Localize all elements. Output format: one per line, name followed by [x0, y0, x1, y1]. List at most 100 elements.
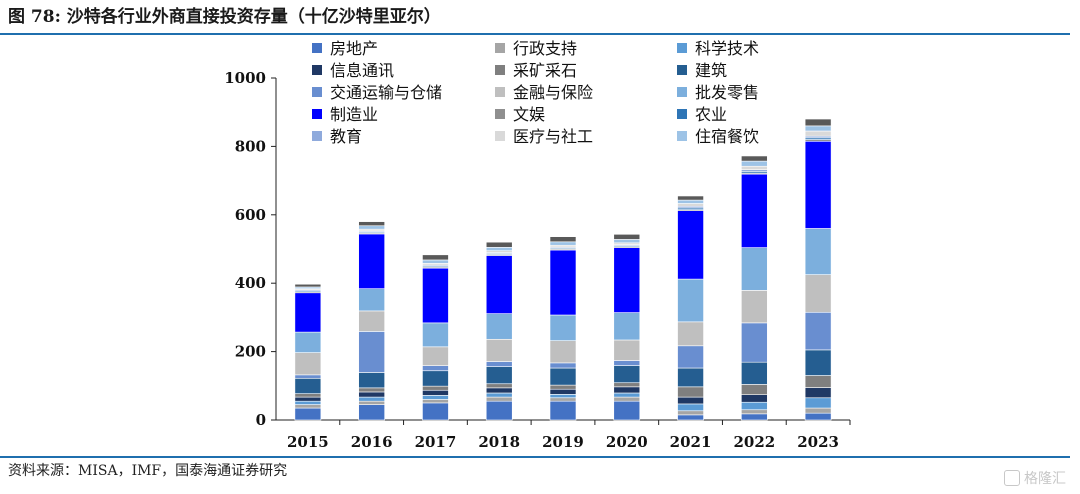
footer-divider	[0, 456, 1070, 458]
bar-segment-2019-5	[549, 367, 577, 386]
bar-segment-2022-2	[741, 401, 768, 411]
x-tick-label: 2016	[351, 433, 393, 451]
page-title: 图 78: 沙特各行业外商直接投资存量（十亿沙特里亚尔）	[8, 7, 441, 27]
bar-segment-2020-3	[613, 386, 641, 394]
bar-segment-2022-8	[741, 247, 768, 291]
bar-segment-2022-7	[741, 290, 768, 324]
legend-label: 建筑	[695, 61, 727, 80]
bar-segment-2016-15	[358, 221, 385, 227]
bar-segment-2021-7	[677, 321, 704, 347]
watermark: 格隆汇	[1004, 468, 1066, 488]
bar-segment-2016-7	[358, 310, 385, 332]
bar-segment-2022-9	[741, 173, 768, 248]
bar-segment-2020-5	[613, 365, 641, 384]
bar-segment-2021-5	[677, 367, 704, 388]
bar-segment-2015-15	[294, 283, 322, 288]
bar-segment-2019-14	[549, 241, 577, 246]
y-tick-label: 1000	[224, 69, 266, 87]
bar-segment-2017-6	[422, 365, 449, 372]
legend-label: 行政支持	[513, 39, 577, 58]
bar-segment-2016-14	[358, 225, 385, 230]
legend-label: 科学技术	[695, 39, 759, 58]
bar-segment-2023-9	[804, 140, 832, 229]
bar-segment-2023-2	[804, 397, 832, 409]
legend-swatch	[495, 65, 505, 75]
bar-segment-2019-9	[549, 249, 577, 316]
bar-segment-2017-7	[422, 346, 449, 366]
legend-swatch	[312, 109, 322, 119]
bar-segment-2023-13	[804, 130, 832, 137]
legend-swatch	[495, 87, 505, 97]
bar-segment-2018-0	[485, 400, 513, 421]
bar-segment-2018-2	[485, 392, 513, 398]
bar-segment-2022-15	[741, 155, 768, 162]
bar-segment-2019-8	[549, 314, 577, 341]
bar-segment-2020-8	[613, 312, 641, 341]
bar-segment-2016-5	[358, 372, 385, 389]
bar-segment-2019-2	[549, 394, 577, 399]
bar-segment-2023-5	[804, 349, 832, 376]
bar-segment-2017-8	[422, 322, 449, 348]
bar-segment-2021-3	[677, 396, 704, 405]
bar-segment-2023-3	[804, 387, 832, 399]
bar-segment-2016-2	[358, 396, 385, 402]
bar-segment-2021-9	[677, 210, 704, 280]
legend-swatch	[677, 87, 687, 97]
bar-segment-2021-4	[677, 386, 704, 398]
bar-segment-2021-13	[677, 203, 704, 207]
watermark-text: 格隆汇	[1024, 471, 1066, 487]
bar-segment-2021-1	[677, 410, 704, 416]
bar-segment-2017-0	[422, 402, 449, 421]
legend-label: 住宿餐饮	[695, 127, 759, 146]
legend-label: 信息通讯	[330, 61, 394, 80]
bar-segment-2022-1	[741, 409, 768, 415]
legend-label: 采矿采石	[513, 61, 577, 80]
bar-segment-2022-0	[741, 413, 768, 421]
legend-swatch	[677, 109, 687, 119]
bar-segment-2018-6	[485, 361, 513, 367]
bar-segment-2018-14	[485, 246, 513, 252]
bar-segment-2023-1	[804, 407, 832, 414]
bar-segment-2018-7	[485, 338, 513, 362]
bar-segment-2016-8	[358, 288, 385, 312]
bar-segment-2023-14	[804, 125, 832, 132]
bar-segment-2017-15	[422, 254, 449, 261]
bar-segment-2019-0	[549, 400, 577, 421]
legend-swatch	[312, 87, 322, 97]
bar-segment-2020-7	[613, 339, 641, 361]
bar-segment-2022-6	[741, 322, 768, 363]
bar-segment-2021-2	[677, 403, 704, 412]
legend-label: 医疗与社工	[513, 127, 593, 146]
bar-segment-2020-4	[613, 382, 641, 388]
bar-segment-2019-6	[549, 362, 577, 369]
legend-swatch	[495, 131, 505, 141]
bar-segment-2017-2	[422, 395, 449, 400]
y-tick-label: 0	[256, 411, 266, 429]
bar-segment-2021-8	[677, 278, 704, 323]
legend-label: 交通运输与仓储	[330, 83, 442, 102]
bar-segment-2022-4	[741, 384, 768, 395]
bar-segment-2018-3	[485, 387, 513, 394]
bar-segment-2021-6	[677, 345, 704, 369]
x-tick-label: 2015	[287, 433, 329, 451]
legend-label: 制造业	[330, 105, 378, 124]
bar-segment-2016-9	[358, 233, 385, 289]
x-tick-label: 2022	[733, 433, 775, 451]
y-tick-label: 800	[235, 137, 266, 155]
bar-segment-2019-15	[549, 236, 577, 243]
x-tick-label: 2023	[797, 433, 839, 451]
legend-label: 教育	[330, 127, 362, 146]
bar-segment-2017-3	[422, 389, 449, 396]
y-tick-label: 200	[235, 343, 266, 361]
x-tick-label: 2020	[606, 433, 648, 451]
bar-segment-2021-14	[677, 199, 704, 204]
bar-segment-2021-15	[677, 195, 704, 201]
bar-segment-2020-6	[613, 360, 641, 366]
x-tick-label: 2019	[542, 433, 584, 451]
y-tick-label: 400	[235, 274, 266, 292]
chart-axes: 0 200 400 600 800 1000 2015 2016 2017 2018 2019 202…	[224, 69, 851, 451]
bar-segment-2017-1	[422, 399, 449, 404]
source-note: 资料来源：MISA，IMF，国泰海通证券研究	[8, 463, 288, 479]
legend-label: 文娱	[513, 105, 545, 124]
